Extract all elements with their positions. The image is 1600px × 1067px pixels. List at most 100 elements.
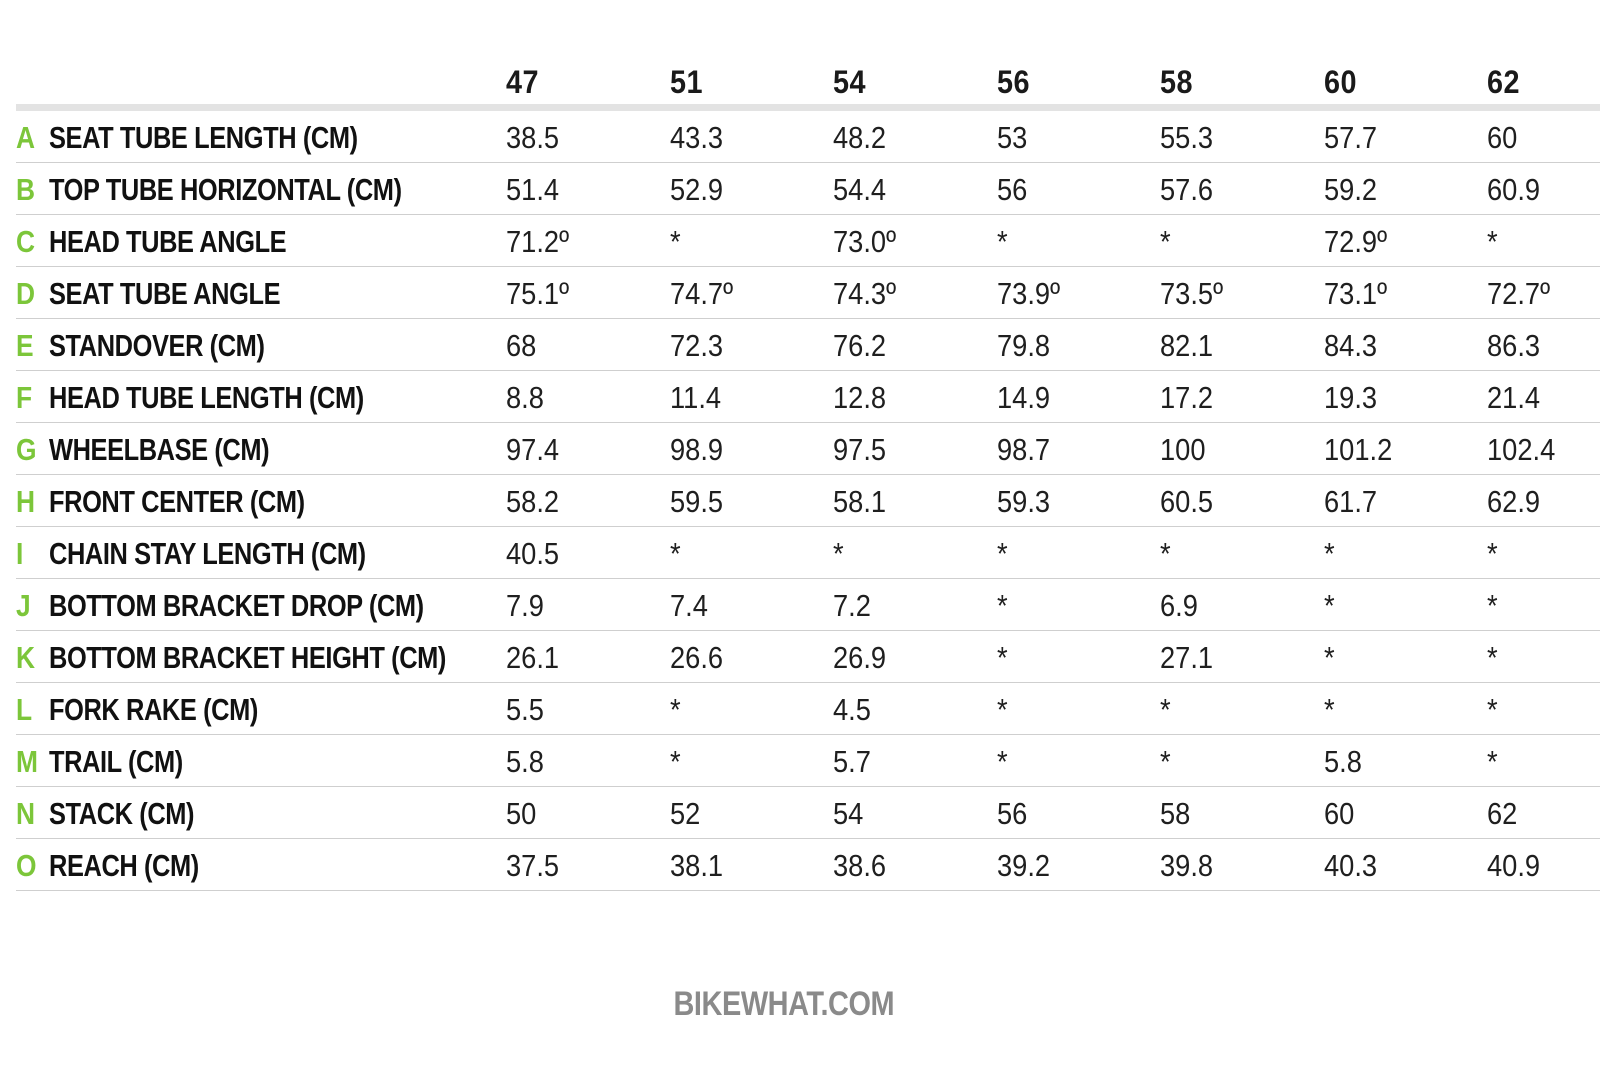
table-cell: 19.3	[1324, 380, 1378, 415]
table-cell: *	[670, 692, 681, 727]
row-label: WHEELBASE (CM)	[49, 432, 270, 467]
table-cell: 17.2	[1160, 380, 1214, 415]
table-row: N STACK (CM) 50 52 54 56 58 60 62	[16, 787, 1600, 839]
size-header: 54	[833, 64, 866, 100]
table-row: D SEAT TUBE ANGLE 75.1º 74.7º 74.3º 73.9º 73.5…	[16, 267, 1600, 319]
table-row: F HEAD TUBE LENGTH (CM) 8.8 11.4 12.8 14.9 17.…	[16, 371, 1600, 423]
table-cell: 57.6	[1160, 172, 1214, 207]
row-letter: I	[16, 536, 24, 571]
table-cell: 26.6	[670, 640, 724, 675]
table-cell: 59.5	[670, 484, 724, 519]
row-label: HEAD TUBE ANGLE	[49, 224, 287, 259]
table-row: G WHEELBASE (CM) 97.4 98.9 97.5 98.7 100 101.2 1…	[16, 423, 1600, 475]
table-cell: 38.1	[670, 848, 724, 883]
row-label: CHAIN STAY LENGTH (CM)	[49, 536, 366, 571]
table-cell: *	[1487, 224, 1498, 259]
row-label: TOP TUBE HORIZONTAL (CM)	[49, 172, 402, 207]
row-letter: B	[16, 172, 36, 207]
table-cell: 72.7º	[1487, 276, 1551, 311]
geometry-table: 47 51 54 56 58 60 62 A SEAT TUBE LENGTH (…	[16, 58, 1600, 891]
table-cell: *	[1324, 692, 1335, 727]
table-cell: 26.1	[506, 640, 560, 675]
table-cell: 76.2	[833, 328, 887, 363]
watermark-text: BIKEWHAT.COM	[673, 985, 895, 1023]
table-cell: *	[1324, 588, 1335, 623]
row-letter: D	[16, 276, 36, 311]
table-cell: 59.3	[997, 484, 1051, 519]
table-cell: *	[1160, 692, 1171, 727]
table-cell: *	[997, 640, 1008, 675]
table-cell: 4.5	[833, 692, 871, 727]
table-cell: 61.7	[1324, 484, 1378, 519]
table-cell: 82.1	[1160, 328, 1214, 363]
table-cell: 73.0º	[833, 224, 897, 259]
table-cell: 62	[1487, 796, 1518, 831]
row-letter: G	[16, 432, 37, 467]
table-cell: *	[997, 536, 1008, 571]
table-row: L FORK RAKE (CM) 5.5 * 4.5 * * * *	[16, 683, 1600, 735]
table-cell: 52	[670, 796, 701, 831]
table-cell: 52.9	[670, 172, 724, 207]
row-label: FRONT CENTER (CM)	[49, 484, 305, 519]
table-cell: 51.4	[506, 172, 560, 207]
table-cell: 39.8	[1160, 848, 1214, 883]
table-cell: 73.5º	[1160, 276, 1224, 311]
table-cell: 56	[997, 796, 1028, 831]
size-header: 58	[1160, 64, 1193, 100]
table-cell: 37.5	[506, 848, 560, 883]
table-cell: *	[670, 536, 681, 571]
table-cell: 58	[1160, 796, 1191, 831]
table-cell: 100	[1160, 432, 1206, 467]
table-cell: 54	[833, 796, 864, 831]
size-header-row: 47 51 54 56 58 60 62	[16, 58, 1600, 111]
table-cell: 72.9º	[1324, 224, 1388, 259]
table-row: H FRONT CENTER (CM) 58.2 59.5 58.1 59.3 60.5 61…	[16, 475, 1600, 527]
table-row: A SEAT TUBE LENGTH (CM) 38.5 43.3 48.2 53 55.3…	[16, 111, 1600, 163]
table-cell: 58.1	[833, 484, 887, 519]
watermark: BIKEWHAT.COM	[0, 985, 1568, 1024]
table-cell: 40.3	[1324, 848, 1378, 883]
table-cell: *	[670, 744, 681, 779]
table-cell: *	[1160, 536, 1171, 571]
table-cell: *	[997, 692, 1008, 727]
row-letter: K	[16, 640, 36, 675]
row-letter: J	[16, 588, 31, 623]
table-body: A SEAT TUBE LENGTH (CM) 38.5 43.3 48.2 53 55.3…	[16, 111, 1600, 891]
table-cell: 86.3	[1487, 328, 1541, 363]
table-cell: 7.2	[833, 588, 871, 623]
row-label: STACK (CM)	[49, 796, 195, 831]
table-cell: 7.9	[506, 588, 544, 623]
table-row: K BOTTOM BRACKET HEIGHT (CM) 26.1 26.6 26.9 *…	[16, 631, 1600, 683]
row-letter: A	[16, 120, 36, 155]
table-cell: 11.4	[670, 380, 722, 415]
table-cell: 14.9	[997, 380, 1051, 415]
table-cell: 97.4	[506, 432, 560, 467]
table-cell: *	[997, 224, 1008, 259]
table-cell: 60	[1324, 796, 1355, 831]
table-cell: 60.9	[1487, 172, 1541, 207]
table-cell: *	[997, 744, 1008, 779]
table-cell: 58.2	[506, 484, 560, 519]
table-cell: 101.2	[1324, 432, 1393, 467]
row-label: STANDOVER (CM)	[49, 328, 265, 363]
table-cell: 71.2º	[506, 224, 570, 259]
table-cell: 54.4	[833, 172, 887, 207]
table-cell: 5.8	[1324, 744, 1362, 779]
table-cell: *	[1160, 744, 1171, 779]
table-cell: 39.2	[997, 848, 1051, 883]
table-cell: 26.9	[833, 640, 887, 675]
row-label: HEAD TUBE LENGTH (CM)	[49, 380, 364, 415]
table-row: J BOTTOM BRACKET DROP (CM) 7.9 7.4 7.2 * 6.9 * *	[16, 579, 1600, 631]
row-letter: H	[16, 484, 36, 519]
row-letter: O	[16, 848, 37, 883]
table-cell: *	[1324, 640, 1335, 675]
table-row: B TOP TUBE HORIZONTAL (CM) 51.4 52.9 54.4 56 5…	[16, 163, 1600, 215]
table-cell: 68	[506, 328, 537, 363]
table-row: C HEAD TUBE ANGLE 71.2º * 73.0º * * 72.9º *	[16, 215, 1600, 267]
table-row: M TRAIL (CM) 5.8 * 5.7 * * 5.8 *	[16, 735, 1600, 787]
table-cell: 50	[506, 796, 537, 831]
size-header: 56	[997, 64, 1030, 100]
row-label: FORK RAKE (CM)	[49, 692, 258, 727]
row-letter: M	[16, 744, 38, 779]
row-label: BOTTOM BRACKET HEIGHT (CM)	[49, 640, 446, 675]
